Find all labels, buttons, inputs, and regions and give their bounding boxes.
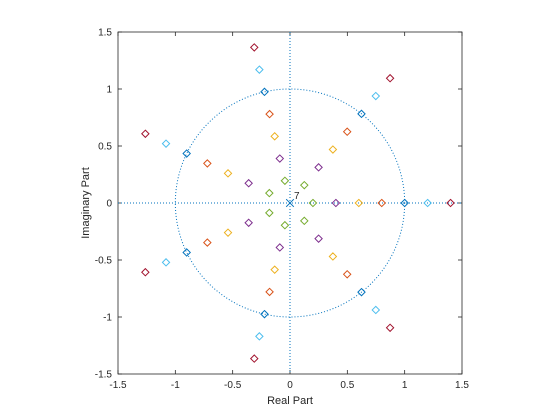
zero-marker <box>203 159 212 168</box>
zero-marker <box>265 109 274 119</box>
zero-marker <box>423 198 432 208</box>
zero-marker <box>260 309 269 319</box>
zero-marker <box>377 198 387 208</box>
zero-marker <box>203 238 212 247</box>
zero-marker <box>314 234 323 243</box>
y-axis-label: Imaginary Part <box>80 167 92 239</box>
pole-count-label: 7 <box>294 191 300 202</box>
zero-marker <box>371 305 381 315</box>
x-tick-label: 1 <box>402 380 408 391</box>
zero-markers <box>141 43 455 363</box>
zero-marker <box>161 139 171 148</box>
y-tick-label: -1 <box>103 313 112 324</box>
zero-marker <box>357 287 366 297</box>
zero-marker <box>357 109 366 119</box>
zero-marker <box>342 127 352 137</box>
zero-marker <box>314 163 323 172</box>
x-axis-label: Real Part <box>267 395 313 407</box>
x-tick-label: -1.5 <box>109 380 127 391</box>
zero-marker <box>265 188 274 198</box>
pole-marker <box>285 198 295 208</box>
zero-marker <box>244 178 253 188</box>
zero-marker <box>255 332 264 341</box>
zero-marker <box>385 73 395 83</box>
zero-marker <box>244 218 253 228</box>
zero-marker <box>308 198 318 208</box>
zero-marker <box>385 323 395 333</box>
zero-marker <box>354 198 364 208</box>
y-tick-label: 1.5 <box>98 28 112 39</box>
zero-marker <box>260 87 269 97</box>
zero-marker <box>141 267 150 277</box>
zero-marker <box>275 154 285 163</box>
zero-marker <box>342 269 352 279</box>
zero-marker <box>265 287 274 297</box>
y-tick-label: -1.5 <box>95 370 113 381</box>
zero-marker <box>141 129 150 139</box>
zero-marker <box>328 145 338 154</box>
x-tick-label: -1 <box>171 380 180 391</box>
unit-circle <box>174 88 406 318</box>
zero-marker <box>328 252 338 261</box>
zero-marker <box>400 198 409 208</box>
zero-marker <box>280 176 290 186</box>
zero-marker <box>161 258 171 267</box>
zero-marker <box>249 43 259 52</box>
zero-marker <box>255 65 264 74</box>
zero-marker <box>270 132 279 141</box>
zero-marker <box>182 149 191 158</box>
zero-marker <box>331 198 341 208</box>
zero-marker <box>182 248 191 257</box>
zero-marker <box>371 91 381 101</box>
y-tick-label: 0.5 <box>98 142 112 153</box>
zero-marker <box>275 243 285 252</box>
tick-labels: -1.5 -1 -0.5 0 0.5 1 1.5 -1.5 -1 -0.5 0 0.5 1 1.5 <box>95 28 470 392</box>
zero-marker <box>270 265 279 274</box>
zero-marker <box>223 228 233 237</box>
zero-marker <box>249 354 259 363</box>
zero-marker <box>446 198 455 208</box>
x-tick-label: 1.5 <box>455 380 469 391</box>
y-tick-label: 0 <box>106 199 112 210</box>
x-tick-label: 0.5 <box>340 380 354 391</box>
zero-marker <box>299 180 309 190</box>
zero-marker <box>280 220 290 230</box>
x-tick-label: -0.5 <box>224 380 242 391</box>
y-tick-label: -0.5 <box>95 256 113 267</box>
zero-marker <box>299 216 309 226</box>
x-tick-label: 0 <box>287 380 293 391</box>
y-tick-label: 1 <box>106 85 112 96</box>
zero-marker <box>223 169 233 178</box>
zero-marker <box>265 208 274 218</box>
